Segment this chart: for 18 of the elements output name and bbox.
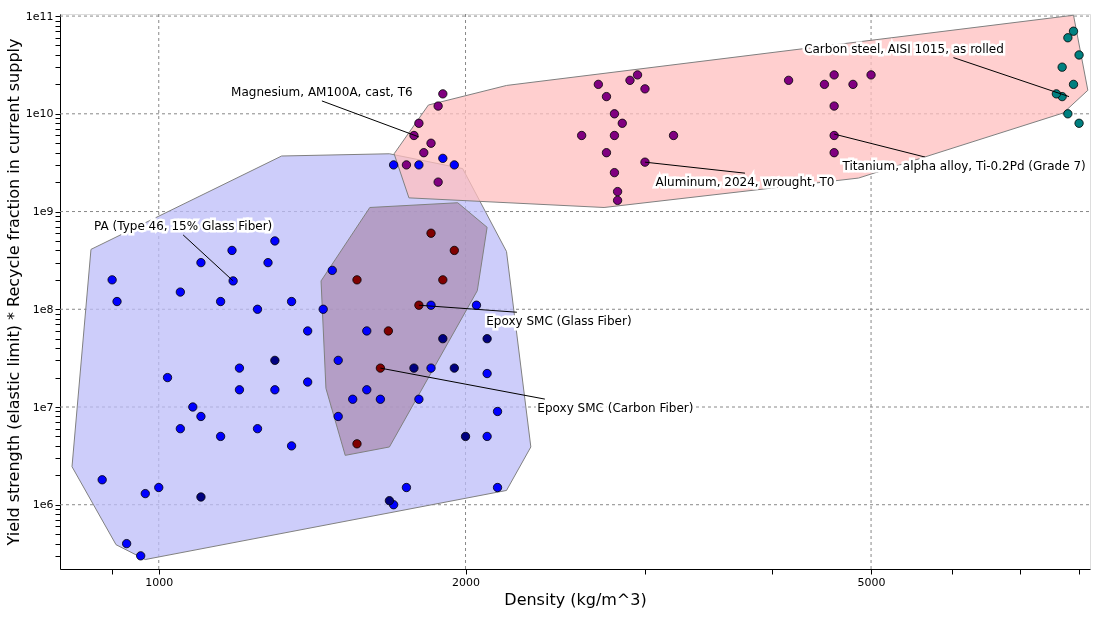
annotation: PA (Type 46, 15% Glass Fiber) [94, 218, 273, 233]
annotation: Titanium, alpha alloy, Ti-0.2Pd (Grade 7) [841, 159, 1086, 174]
y-tick-label: 1e8 [32, 302, 54, 316]
x-tick-label: 2000 [452, 575, 481, 589]
x-axis-title: Density (kg/m^3) [504, 589, 647, 609]
annotation: Carbon steel, AISI 1015, as rolled [804, 41, 1004, 56]
annotation: Epoxy SMC (Glass Fiber) [486, 314, 632, 329]
y-tick-label: 1e7 [32, 400, 54, 414]
y-tick-label: 1e10 [25, 107, 54, 121]
y-tick-label: 1e11 [25, 9, 54, 23]
annotation: Epoxy SMC (Carbon Fiber) [537, 401, 694, 416]
x-tick-label: 5000 [857, 575, 886, 589]
x-tick-label: 1000 [145, 575, 174, 589]
y-tick-label: 1e6 [32, 498, 54, 512]
annotation: Magnesium, AM100A, cast, T6 [231, 84, 413, 99]
y-axis-title: Yield strength (elastic limit) * Recycle fraction in current supply [3, 38, 23, 547]
y-tick-label: 1e9 [32, 205, 54, 219]
annotation: Aluminum, 2024, wrought, T0 [655, 175, 835, 190]
